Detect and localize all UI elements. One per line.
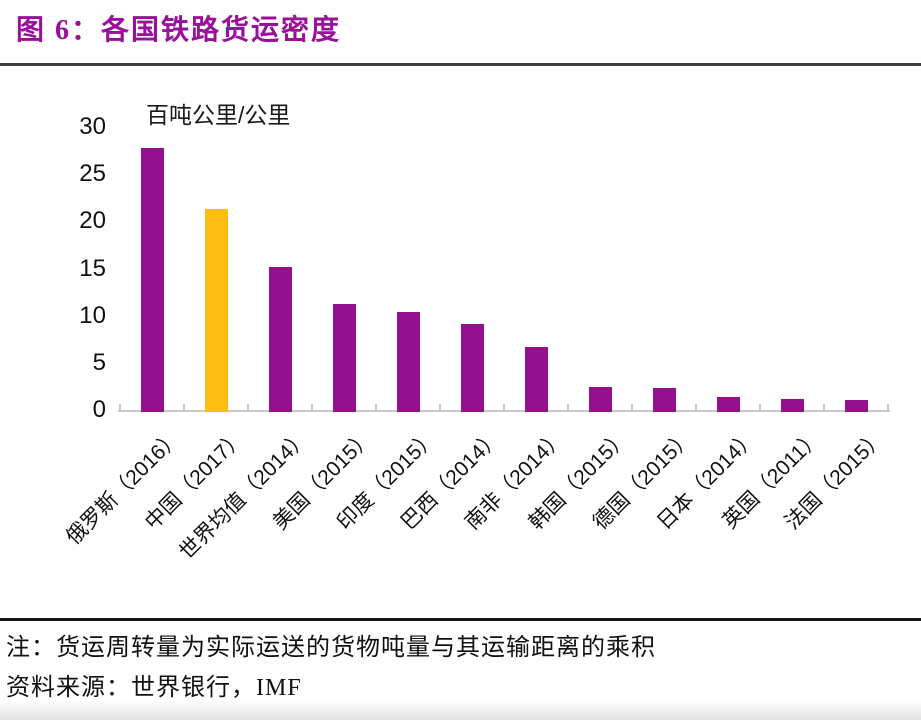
- x-axis-tick: [823, 404, 825, 412]
- chart-note: 注：货运周转量为实际运送的货物吨量与其运输距离的乘积: [6, 635, 656, 661]
- x-axis-tick: [375, 404, 377, 412]
- x-axis-tick: [631, 404, 633, 412]
- bar: [204, 209, 228, 412]
- bar: [460, 324, 484, 412]
- bar: [396, 311, 420, 412]
- data-source: 资料来源：世界银行，IMF: [6, 675, 302, 701]
- bar: [844, 399, 868, 412]
- x-axis-tick: [119, 404, 121, 412]
- bar: [780, 398, 804, 412]
- x-axis-tick: [567, 404, 569, 412]
- y-axis-label: 5: [92, 348, 106, 376]
- x-axis-tick: [887, 404, 889, 412]
- x-axis-tick: [183, 404, 185, 412]
- x-axis-tick: [759, 404, 761, 412]
- bar: [268, 266, 292, 412]
- x-axis-tick: [247, 404, 249, 412]
- page-bottom-shade: [0, 700, 921, 720]
- y-axis-label: 30: [79, 113, 106, 140]
- bar: [716, 396, 740, 412]
- x-axis-tick: [503, 404, 505, 412]
- y-axis-label: 0: [92, 396, 106, 423]
- x-axis-tick: [695, 404, 697, 412]
- bar: [524, 346, 548, 412]
- x-axis-tick: [311, 404, 313, 412]
- x-axis-tick: [439, 404, 441, 412]
- y-axis-unit-label: 百吨公里/公里: [146, 102, 291, 128]
- figure-title: 图 6：各国铁路货运密度: [16, 15, 342, 46]
- bar: [332, 304, 356, 412]
- y-axis-label: 25: [79, 160, 106, 188]
- y-axis-label: 15: [79, 254, 106, 282]
- header-divider: [0, 63, 921, 66]
- y-axis-label: 10: [79, 301, 106, 329]
- bar: [140, 147, 164, 412]
- bar: [652, 388, 676, 412]
- freight-density-bar-chart: 百吨公里/公里 0 5 10 15 20 25 30 俄罗斯（2016） 中国（2017） 世界均…: [0, 70, 921, 610]
- y-axis-label: 20: [79, 207, 106, 235]
- bar: [588, 387, 612, 412]
- footer-divider: [0, 618, 921, 621]
